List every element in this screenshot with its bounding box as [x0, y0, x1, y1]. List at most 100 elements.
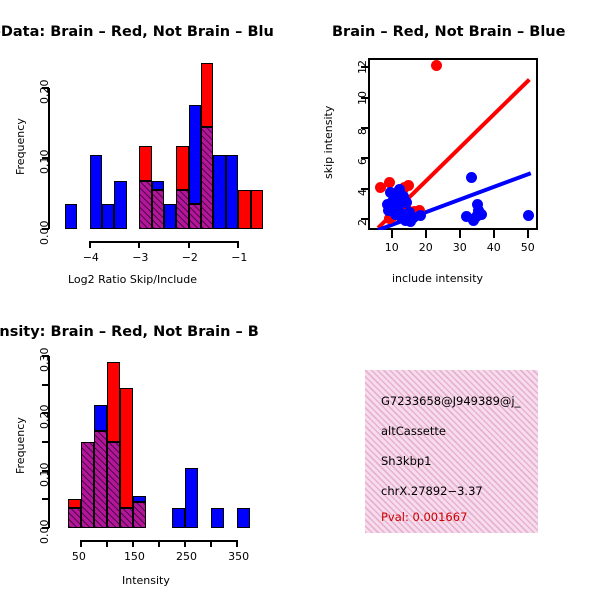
histogram-bar-overlap [67, 507, 81, 528]
histogram-bar-blue [114, 180, 127, 229]
scatter-point-blue [400, 197, 412, 209]
y-tick [42, 412, 49, 415]
histogram-bar-red [176, 145, 189, 191]
x-tick-label: 20 [418, 241, 433, 254]
histogram-bar-overlap [188, 204, 202, 229]
scatter-point-red [430, 60, 442, 72]
histogram-bar-blue [151, 180, 164, 191]
histogram-bar-red [238, 190, 251, 229]
scatter-point-blue [466, 171, 478, 183]
y-tick [42, 157, 49, 160]
x-tick [187, 241, 190, 248]
info-id-line: G7233658@J949389@j_ [381, 394, 521, 408]
histogram-bar-blue [172, 507, 186, 528]
histogram-bar-blue [211, 507, 225, 528]
scatter-point-blue [382, 204, 394, 216]
top-left-x-axis [89, 241, 239, 243]
y-tick-label: 8 [356, 128, 369, 136]
x-tick [138, 241, 141, 248]
histogram-bar-overlap [132, 502, 146, 528]
scatter-point-blue [461, 210, 473, 222]
y-tick [42, 441, 49, 443]
x-tick [158, 540, 160, 547]
x-tick [105, 540, 108, 547]
x-tick [210, 540, 213, 547]
y-tick-label: 0.00 [38, 220, 51, 246]
y-tick-label: 12 [356, 60, 369, 75]
x-tick [184, 540, 187, 547]
y-tick [42, 498, 49, 501]
info-gene-symbol: Sh3kbp1 [381, 454, 432, 468]
y-tick-label: 0.20 [38, 404, 51, 430]
x-tick [88, 241, 91, 248]
histogram-bar-blue [188, 105, 202, 205]
bottom-left-y-axis [48, 356, 50, 528]
histogram-bar-red [67, 499, 81, 508]
panel-intensity-histogram: ne Itensity: Brain – Red, Not Brain – B … [0, 320, 300, 600]
info-locus: chrX.27892−3.37 [381, 484, 483, 498]
bottom-left-y-axis-label: Frequency [14, 417, 27, 474]
y-tick-label: 0.10 [38, 149, 51, 175]
y-tick [42, 383, 49, 386]
panel-ratio-histogram: RatioData: Brain – Red, Not Brain – Blu … [0, 20, 300, 320]
histogram-bar-blue [64, 204, 78, 229]
scatter-point-blue [397, 191, 409, 202]
histogram-bar-blue [89, 154, 103, 229]
y-tick-label: 2 [356, 219, 369, 227]
histogram-bar-blue [132, 496, 146, 503]
x-tick [492, 230, 495, 238]
top-right-title: Brain – Red, Not Brain – Blue [332, 24, 566, 40]
x-tick [237, 241, 240, 248]
panel-intensity-scatter: Brain – Red, Not Brain – Blue 2 4 6 8 10 12 10… [300, 20, 600, 320]
x-tick [131, 540, 134, 547]
y-tick-label: 0.30 [38, 347, 51, 373]
x-tick-label: −1 [231, 251, 248, 264]
scatter-point-red [383, 177, 395, 189]
intensity-scatter-plot: 2 4 6 8 10 12 10 20 30 40 50 [300, 20, 600, 320]
histogram-bar-red [106, 361, 120, 442]
histogram-bar-overlap [201, 126, 214, 229]
scatter-point-blue [405, 216, 417, 228]
x-tick [79, 540, 82, 547]
x-tick [458, 230, 461, 238]
scatter-point-red [374, 181, 386, 193]
histogram-bar-overlap [119, 507, 133, 528]
histogram-bar-overlap [151, 190, 164, 229]
histogram-bar-overlap [176, 190, 189, 229]
gene-info-box: G7233658@J949389@j_ altCassette Sh3kbp1 … [365, 370, 538, 533]
y-tick [361, 157, 368, 160]
histogram-bar-red [250, 190, 263, 229]
scatter-point-red [402, 180, 414, 192]
y-tick [361, 66, 368, 69]
top-right-y-axis-label: skip intensity [322, 105, 335, 179]
ratio-histogram-plot: 0.00 0.10 0.20 −4 −3 −2 −1 [0, 20, 300, 320]
scatter-point-blue [393, 184, 405, 196]
top-left-y-axis [48, 87, 50, 229]
scatter-point-blue [471, 199, 483, 211]
x-tick-label: 30 [452, 241, 467, 254]
x-tick-label: 150 [123, 550, 145, 563]
scatter-point-blue [415, 210, 427, 222]
x-tick-label: −2 [181, 251, 198, 264]
y-tick [42, 86, 49, 89]
histogram-bar-blue [213, 154, 226, 229]
scatter-point-red [384, 213, 396, 225]
histogram-bar-blue [93, 404, 107, 431]
y-tick [42, 228, 49, 230]
x-tick-label: 50 [520, 241, 535, 254]
y-tick [361, 127, 368, 130]
intensity-histogram-plot: 0.00 0.10 0.20 0.30 50 150 250 350 [0, 320, 300, 600]
y-tick [42, 355, 49, 357]
y-tick [361, 218, 368, 221]
x-tick-label: 40 [486, 241, 501, 254]
x-tick-label: 10 [384, 241, 399, 254]
histogram-bar-blue [185, 467, 199, 528]
x-tick-label: −4 [82, 251, 99, 264]
scatter-point-blue [471, 210, 483, 222]
top-left-title: RatioData: Brain – Red, Not Brain – Blu [0, 24, 274, 40]
top-left-x-axis-label: Log2 Ratio Skip/Include [68, 273, 198, 286]
y-tick [361, 96, 368, 99]
top-right-x-axis-label: include intensity [392, 272, 484, 285]
x-tick-label: 50 [71, 550, 86, 563]
y-tick-label: 4 [356, 188, 369, 196]
